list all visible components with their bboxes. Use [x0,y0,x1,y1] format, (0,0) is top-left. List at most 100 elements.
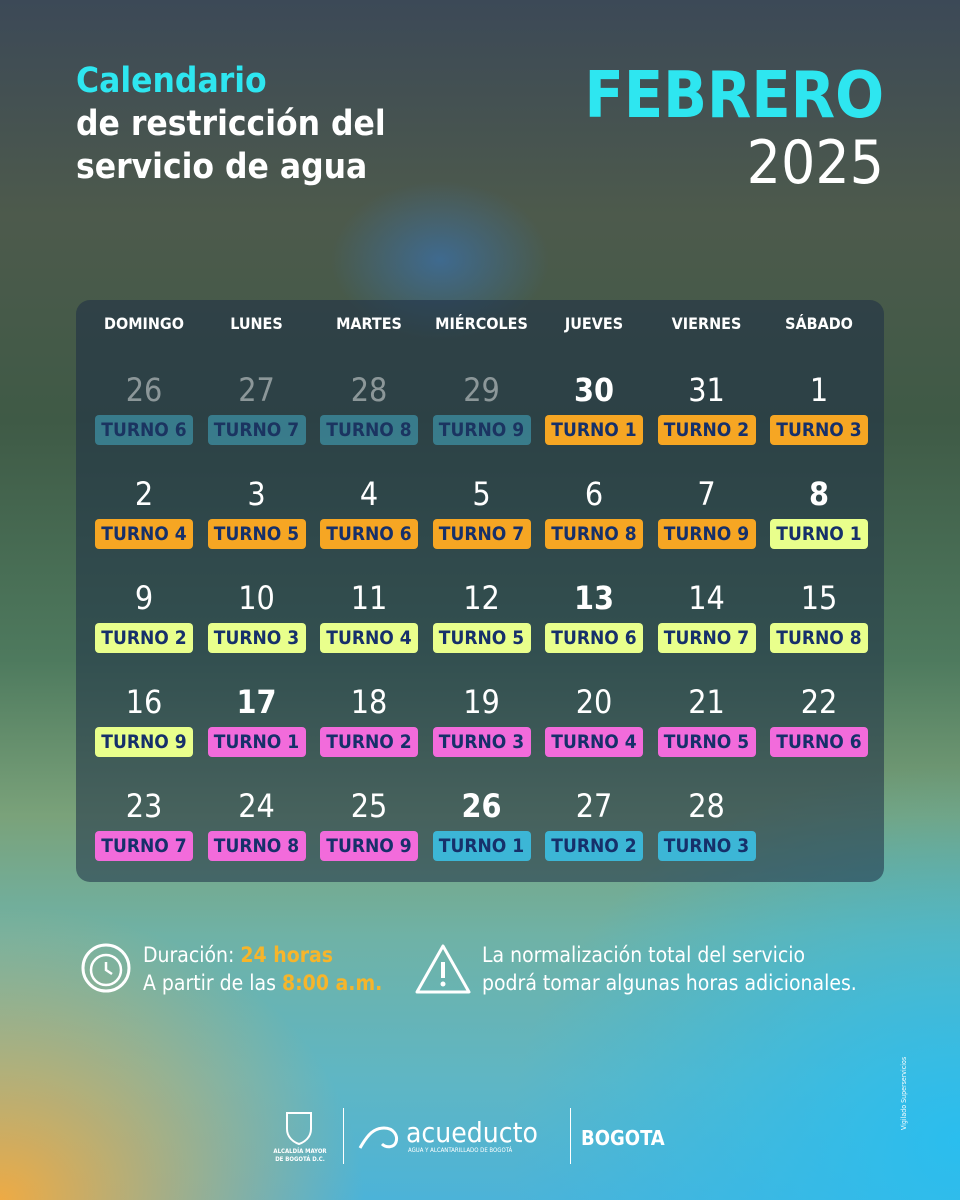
shift-chip: TURNO 8 [770,623,868,653]
weekday: JUEVES [564,314,624,333]
duration: Duración: 24 horas [143,941,333,969]
shift-chip: TURNO 4 [95,519,193,549]
day-number: 28 [350,371,388,409]
shift-chip: TURNO 1 [770,519,868,549]
weekday: MARTES [336,314,402,333]
day-number: 20 [575,683,613,721]
shift-chip: TURNO 9 [95,727,193,757]
day-number: 24 [238,787,275,825]
line: DE BOGOTÁ D.C. [275,1156,325,1163]
day-number: 21 [688,683,725,721]
acueducto: acueducto [406,1116,538,1149]
shift-chip: TURNO 3 [432,727,531,757]
day-number: 16 [125,683,163,721]
day-number: 3 [247,475,266,513]
value: 24 horas [240,943,334,967]
shift-chip: TURNO 5 [207,519,306,549]
acueducto-logo [358,1126,398,1149]
note-line: La normalización total del servicio [482,943,806,967]
warning-icon [415,944,471,994]
shift-chip: TURNO 2 [545,831,643,861]
value: 8:00 a.m. [281,971,383,995]
divider [343,1108,344,1164]
shift-chip: TURNO 7 [657,623,756,653]
title-line: Calendario [76,61,267,101]
shift-chip: TURNO 9 [320,831,418,861]
weekday: SÁBADO [785,314,853,333]
acueducto-sub: AGUA Y ALCANTARILLADO DE BOGOTÁ [408,1147,513,1154]
clock-icon [81,943,131,993]
shift-chip: TURNO 5 [432,623,531,653]
day-number: 18 [350,683,388,721]
title-line: de restricción del [76,104,386,144]
day-number: 25 [350,787,388,825]
day-number: 29 [463,371,500,409]
shield-logo [286,1112,312,1146]
shift-chip: TURNO 5 [657,727,756,757]
bogota: BOGOTA [581,1126,665,1150]
day-number: 31 [688,371,725,409]
day-number: 14 [688,579,725,617]
day-number: 9 [134,579,154,617]
weekday: LUNES [230,314,283,333]
shift-chip: TURNO 6 [320,519,418,549]
alcaldia: ALCALDÍA MAYOR DE BOGOTÁ D.C. [262,1148,338,1164]
day-number: 30 [573,371,615,409]
label: A partir de las [143,971,276,995]
shift-chip: TURNO 7 [95,831,193,861]
vigilado: Vigilado Superservicios [900,1056,908,1130]
shift-chip: TURNO 1 [432,831,531,861]
divider [570,1108,571,1164]
shift-chip: TURNO 1 [207,727,306,757]
shift-chip: TURNO 3 [207,623,306,653]
day-number: 26 [125,371,163,409]
shift-chip: TURNO 2 [657,415,756,445]
note-line: podrá tomar algunas horas adicionales. [482,971,857,995]
shift-chip: TURNO 6 [545,623,643,653]
shift-chip: TURNO 1 [545,415,643,445]
shift-chip: TURNO 9 [432,415,531,445]
day-number: 27 [238,371,275,409]
day-number: 11 [350,579,388,617]
day-number: 22 [800,683,838,721]
weekday: DOMINGO [104,314,184,333]
day-number: 7 [697,475,716,513]
month: FEBRERO [584,59,884,133]
title-line: servicio de agua [76,147,368,187]
weekday: MIÉRCOLES [435,314,528,333]
shift-chip: TURNO 6 [770,727,868,757]
day-number: 2 [134,475,154,513]
shift-chip: TURNO 4 [320,623,418,653]
day-number: 5 [472,475,491,513]
day-number: 12 [463,579,500,617]
line: ALCALDÍA MAYOR [273,1148,327,1155]
shift-chip: TURNO 4 [545,727,643,757]
shift-chip: TURNO 2 [95,623,193,653]
day-number: 28 [688,787,725,825]
day-number: 10 [238,579,275,617]
calendar-panel [76,300,884,882]
shift-chip: TURNO 9 [657,519,756,549]
day-number: 17 [236,683,277,721]
shift-chip: TURNO 3 [657,831,756,861]
label: Duración: [143,943,235,967]
shift-chip: TURNO 2 [320,727,418,757]
day-number: 15 [800,579,838,617]
weekday: VIERNES [671,314,742,333]
shift-chip: TURNO 7 [432,519,531,549]
day-number: 19 [463,683,500,721]
day-number: 13 [573,579,615,617]
shift-chip: TURNO 8 [207,831,306,861]
shift-chip: TURNO 8 [545,519,643,549]
day-number: 27 [575,787,613,825]
day-number: 1 [809,371,829,409]
shift-chip: TURNO 6 [95,415,193,445]
day-number: 8 [808,475,830,513]
shift-chip: TURNO 7 [207,415,306,445]
day-number: 6 [584,475,604,513]
day-number: 4 [359,475,379,513]
day-number: 23 [125,787,163,825]
year: 2025 [746,128,884,198]
start: A partir de las 8:00 a.m. [143,969,382,997]
